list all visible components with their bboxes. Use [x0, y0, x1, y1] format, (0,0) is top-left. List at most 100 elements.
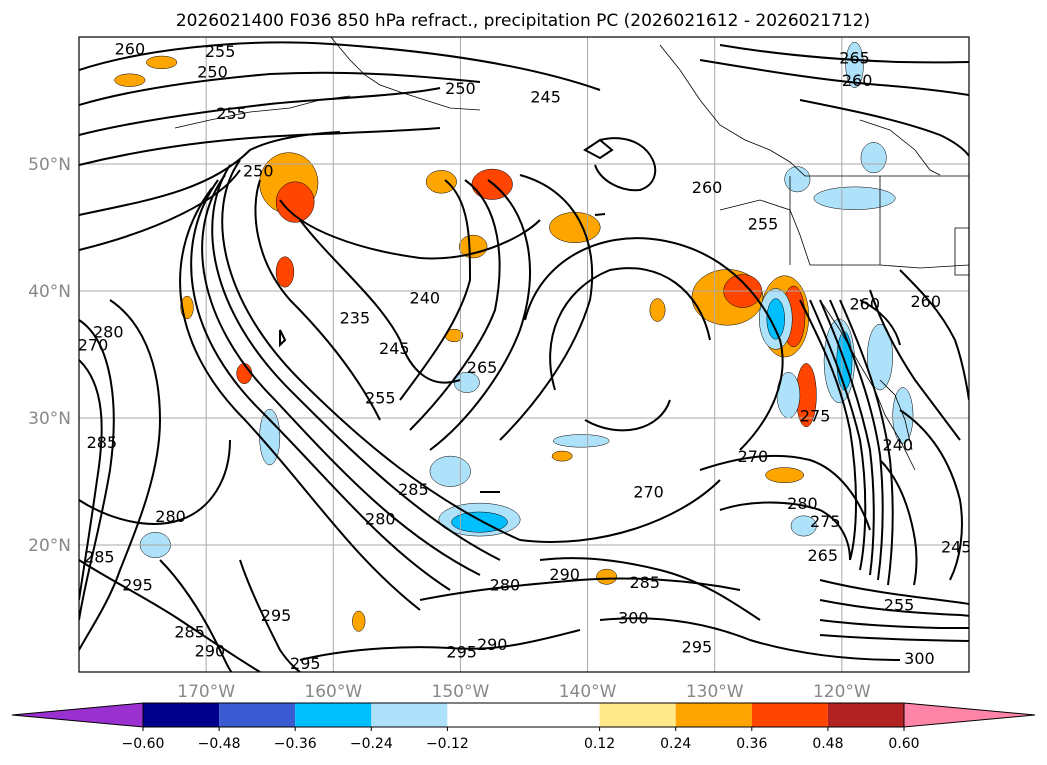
colorbar-tick-label: −0.12	[426, 736, 469, 752]
contour-label: 280	[490, 575, 521, 594]
contour-label: 265	[467, 358, 498, 377]
contour-label: 255	[365, 389, 396, 408]
colorbar-extend-low	[11, 702, 144, 728]
contour-label: 295	[290, 654, 321, 673]
colorbar-segment	[371, 703, 448, 727]
contour-label: 255	[216, 104, 247, 123]
chart-title: 2026021400 F036 850 hPa refract., precip…	[176, 11, 870, 31]
colorbar-segment	[675, 703, 752, 727]
precip-patch	[275, 181, 315, 223]
x-axis-ticks: 170°W 160°W 150°W 140°W 130°W 120°W	[177, 682, 871, 702]
y-tick-label: 40°N	[28, 282, 71, 302]
contour-label: 300	[904, 649, 935, 668]
plot-frame	[78, 36, 970, 673]
contour-label: 270	[738, 447, 769, 466]
contour-label: 260	[849, 295, 880, 314]
contour-label: 245	[379, 339, 410, 358]
contour-label: 245	[530, 88, 561, 107]
contour-label: 285	[174, 622, 205, 641]
contour-label: 250	[197, 62, 228, 81]
contour-label: 280	[93, 323, 124, 342]
x-tick-label: 150°W	[432, 682, 490, 702]
contour-label: 265	[839, 48, 870, 67]
colorbar-frame	[142, 702, 905, 728]
precip-patch	[114, 73, 146, 87]
contour-label: 240	[883, 436, 914, 455]
colorbar-segment	[751, 703, 828, 727]
precip-patch	[458, 234, 488, 259]
contour-label: 295	[446, 643, 477, 662]
contour-label: 295	[122, 575, 153, 594]
precip-patch	[845, 41, 864, 89]
colorbar-extend-high	[903, 702, 1036, 728]
precip-patch	[867, 323, 893, 391]
precip-patch	[352, 610, 366, 632]
contour-label: 260	[842, 71, 873, 90]
x-tick-label: 140°W	[559, 682, 617, 702]
colorbar-segment	[447, 703, 600, 727]
colorbar-tick-label: 0.12	[584, 736, 615, 752]
contour-label: 290	[549, 565, 580, 584]
precip-patch	[552, 434, 610, 448]
colorbar-tick-label: −0.60	[122, 736, 165, 752]
contour-label: 240	[410, 288, 441, 307]
contour-label: 260	[910, 292, 941, 311]
colorbar-tick-label: −0.24	[350, 736, 393, 752]
contour-label: 280	[787, 494, 818, 513]
colorbar-tick-label: −0.36	[274, 736, 317, 752]
precip-patch	[860, 142, 887, 174]
precip-patch	[549, 212, 601, 243]
contour-label: 245	[941, 537, 972, 556]
x-tick-label: 160°W	[304, 682, 362, 702]
contour-label: 275	[810, 512, 841, 531]
precip-patch	[765, 467, 804, 484]
contour-label: 295	[682, 638, 713, 657]
colorbar-segment	[599, 703, 676, 727]
y-tick-label: 20°N	[28, 536, 71, 556]
contour-label: 285	[84, 547, 115, 566]
refractivity-contours	[79, 41, 969, 672]
contour-label: 275	[800, 406, 831, 425]
contour-label: 295	[261, 606, 292, 625]
contour-label: 235	[340, 309, 371, 328]
precip-patch	[429, 455, 471, 487]
contour-label: 260	[115, 39, 146, 58]
contour-label: 260	[692, 178, 723, 197]
precip-patch	[551, 450, 573, 462]
precip-patch	[784, 166, 811, 193]
x-tick-label: 170°W	[177, 682, 235, 702]
contour-label: 250	[243, 161, 274, 180]
contour-label: 270	[633, 483, 664, 502]
contour-label: 300	[618, 608, 649, 627]
y-tick-label: 30°N	[28, 409, 71, 429]
colorbar: −0.60 −0.48 −0.36 −0.24 −0.12 0.12 0.24 0.36 0.4…	[11, 702, 1036, 752]
contour-label: 280	[155, 507, 186, 526]
colorbar-segment	[295, 703, 372, 727]
x-tick-label: 120°W	[813, 682, 871, 702]
colorbar-tick-label: −0.48	[198, 736, 241, 752]
colorbar-segment	[143, 703, 220, 727]
contour-label: 285	[398, 480, 429, 499]
colorbar-segment	[827, 703, 904, 727]
contour-label: 285	[630, 573, 661, 592]
contour-label: 265	[808, 546, 839, 565]
precip-patch	[813, 186, 896, 210]
precip-patch	[790, 515, 817, 537]
y-tick-label: 50°N	[28, 155, 71, 175]
colorbar-tick-label: 0.36	[736, 736, 767, 752]
contour-label: 255	[884, 596, 915, 615]
precip-patch	[596, 568, 618, 585]
colorbar-tick-label: 0.60	[888, 736, 919, 752]
colorbar-tick-label: 0.48	[812, 736, 843, 752]
precip-patch	[649, 298, 666, 322]
colorbar-segment	[219, 703, 296, 727]
contour-label: 270	[78, 335, 109, 354]
contour-label: 290	[477, 635, 508, 654]
x-tick-label: 130°W	[686, 682, 744, 702]
precip-patch	[766, 298, 785, 340]
colorbar-tick-label: 0.24	[660, 736, 691, 752]
precip-patch	[236, 363, 253, 384]
